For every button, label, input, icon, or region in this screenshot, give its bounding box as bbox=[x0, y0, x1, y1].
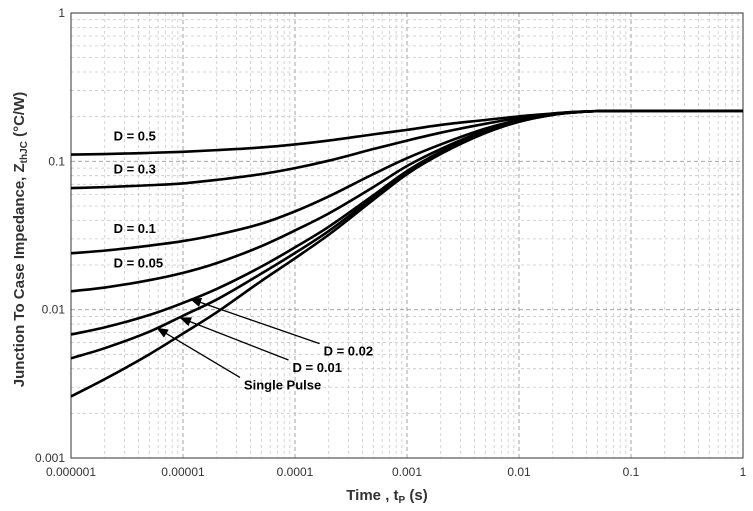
series-lines bbox=[70, 109, 743, 398]
x-axis-title: Time , tP (s) bbox=[346, 487, 427, 506]
label-d-0-01: D = 0.01 bbox=[293, 360, 343, 375]
label-d-0-05: D = 0.05 bbox=[114, 255, 164, 270]
y-axis-title-main: Junction To Case Impedance, Z bbox=[11, 163, 28, 387]
y-tick-label: 1 bbox=[58, 6, 65, 20]
label-d-0-5: D = 0.5 bbox=[114, 129, 156, 144]
grid bbox=[70, 12, 744, 459]
x-axis-title-unit: (s) bbox=[405, 487, 428, 504]
x-tick-label: 0.000001 bbox=[46, 465, 96, 479]
y-axis-title: Junction To Case Impedance, ZthJC (°C/W) bbox=[11, 92, 30, 388]
x-tick-label: 0.00001 bbox=[161, 465, 205, 479]
x-tick-label: 1 bbox=[740, 465, 747, 479]
label-single-pulse: Single Pulse bbox=[244, 377, 321, 392]
y-tick-label: 0.01 bbox=[42, 303, 66, 317]
label-d-0-02: D = 0.02 bbox=[324, 344, 374, 359]
y-axis-title-unit: (°C/W) bbox=[11, 92, 28, 141]
x-axis-ticks: 0.000001 0.00001 0.0001 0.001 0.01 0.1 1 bbox=[46, 465, 747, 479]
arrow-single-pulse bbox=[156, 327, 241, 378]
y-tick-label: 0.001 bbox=[35, 451, 65, 465]
arrow-d-0-02 bbox=[189, 298, 320, 345]
x-axis-title-subscript: P bbox=[399, 495, 406, 506]
plot-frame bbox=[70, 12, 744, 459]
annotations: D = 0.5 D = 0.3 D = 0.1 D = 0.05 D = 0.02D =… bbox=[114, 129, 374, 393]
label-d-0-1: D = 0.1 bbox=[114, 221, 156, 236]
label-d-0-3: D = 0.3 bbox=[114, 161, 156, 176]
arrow-d-0-01 bbox=[179, 317, 289, 361]
x-tick-label: 0.01 bbox=[507, 465, 531, 479]
series-line-single-pulse bbox=[70, 109, 743, 398]
x-axis-title-main: Time , t bbox=[346, 487, 398, 504]
y-axis-title-subscript: thJC bbox=[19, 141, 30, 163]
x-tick-label: 0.001 bbox=[392, 465, 422, 479]
y-axis-ticks: 0.001 0.01 0.1 1 bbox=[35, 6, 65, 465]
y-tick-label: 0.1 bbox=[48, 154, 65, 168]
x-tick-label: 0.1 bbox=[623, 465, 640, 479]
x-tick-label: 0.0001 bbox=[277, 465, 314, 479]
